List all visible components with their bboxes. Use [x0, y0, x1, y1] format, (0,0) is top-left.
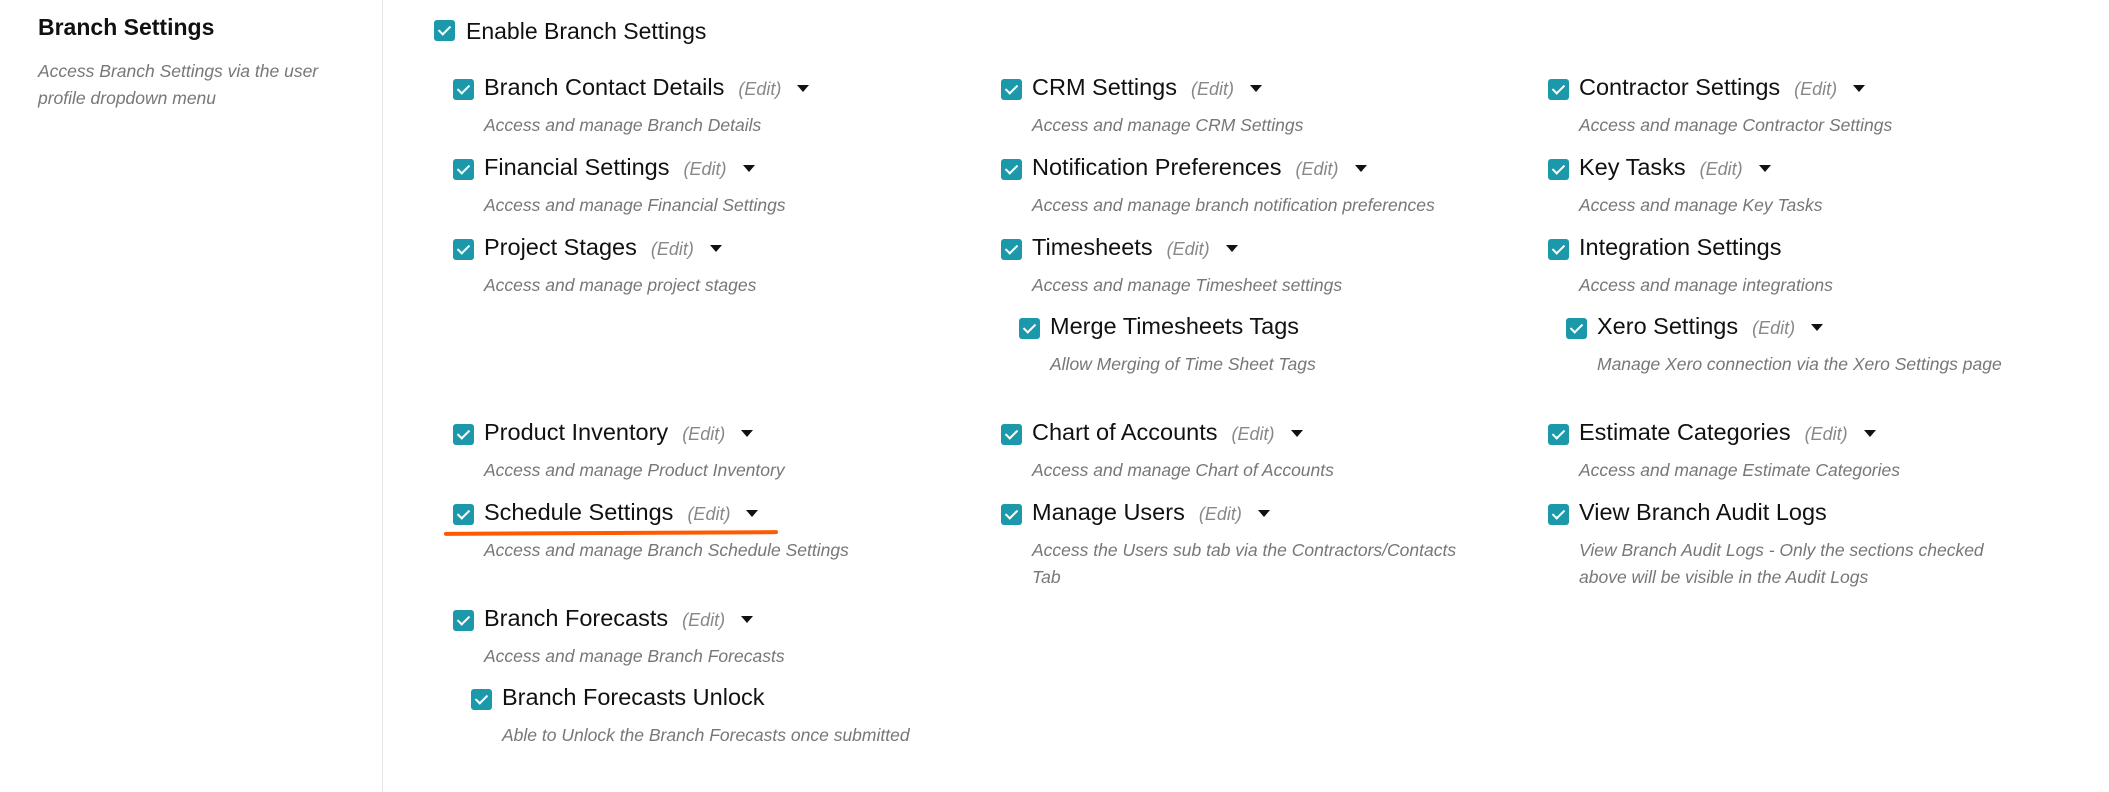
edit-link[interactable]: (Edit) — [1752, 318, 1796, 338]
permission-label: Financial Settings — [484, 154, 670, 180]
caret-down-icon[interactable] — [1257, 510, 1270, 518]
edit-link[interactable]: (Edit) — [1794, 79, 1838, 99]
permission-checkbox[interactable] — [453, 239, 474, 260]
permission-description: Allow Merging of Time Sheet Tags — [1050, 354, 1316, 374]
edit-link[interactable]: (Edit) — [1231, 424, 1275, 444]
permission-label: Chart of Accounts — [1032, 419, 1218, 445]
permission-checkbox[interactable] — [1019, 318, 1040, 339]
permission-checkbox[interactable] — [1001, 79, 1022, 100]
permission-label: Notification Preferences — [1032, 154, 1282, 180]
edit-link[interactable]: (Edit) — [1699, 159, 1743, 179]
permission-checkbox[interactable] — [1548, 79, 1569, 100]
permission-description: Access and manage Financial Settings — [484, 195, 786, 215]
edit-link[interactable]: (Edit) — [682, 610, 726, 630]
permission-description: Access and manage Branch Details — [484, 115, 762, 135]
caret-down-icon[interactable] — [741, 430, 754, 438]
permission-checkbox[interactable] — [1548, 504, 1569, 525]
caret-down-icon[interactable] — [1853, 85, 1866, 93]
permission-label: Estimate Categories — [1579, 419, 1791, 445]
caret-down-icon[interactable] — [797, 85, 810, 93]
permission-description: Access and manage Contractor Settings — [1579, 115, 1893, 135]
permission-description: Access and manage Timesheet settings — [1032, 275, 1343, 295]
permission-label: Project Stages — [484, 234, 637, 260]
caret-down-icon[interactable] — [1811, 324, 1824, 332]
permission-label: CRM Settings — [1032, 74, 1177, 100]
permission-description: Access and manage Branch Schedule Settin… — [484, 540, 849, 560]
permission-description: Access the Users sub tab via the Contrac… — [1032, 540, 1457, 587]
edit-link[interactable]: (Edit) — [1804, 424, 1848, 444]
permission-checkbox[interactable] — [1001, 424, 1022, 445]
edit-link[interactable]: (Edit) — [683, 159, 727, 179]
edit-link[interactable]: (Edit) — [1166, 239, 1210, 259]
permission-checkbox[interactable] — [453, 610, 474, 631]
permission-checkbox[interactable] — [1001, 159, 1022, 180]
caret-down-icon[interactable] — [1863, 430, 1876, 438]
permission-label: Merge Timesheets Tags — [1050, 313, 1300, 339]
section-title: Branch Settings — [38, 14, 215, 40]
permission-description: Able to Unlock the Branch Forecasts once… — [502, 725, 910, 745]
caret-down-icon[interactable] — [742, 165, 755, 173]
permission-label: Manage Users — [1032, 499, 1185, 525]
caret-down-icon[interactable] — [1354, 165, 1367, 173]
permission-checkbox[interactable] — [1548, 424, 1569, 445]
enable-branch-settings-checkbox[interactable] — [434, 20, 455, 41]
edit-link[interactable]: (Edit) — [738, 79, 782, 99]
caret-down-icon[interactable] — [1758, 165, 1771, 173]
permission-description: Access and manage branch notification pr… — [1032, 195, 1435, 215]
permission-label: Branch Forecasts Unlock — [502, 684, 765, 710]
permission-checkbox[interactable] — [1001, 504, 1022, 525]
caret-down-icon[interactable] — [741, 616, 754, 624]
caret-down-icon[interactable] — [1249, 85, 1262, 93]
permission-description: Access and manage Key Tasks — [1579, 195, 1823, 215]
permission-label: Timesheets — [1032, 234, 1153, 260]
permission-checkbox[interactable] — [471, 689, 492, 710]
permission-checkbox[interactable] — [1548, 239, 1569, 260]
permission-description: View Branch Audit Logs - Only the sectio… — [1579, 540, 1984, 587]
permission-label: Xero Settings — [1597, 313, 1739, 339]
permission-checkbox[interactable] — [1001, 239, 1022, 260]
permission-label: Contractor Settings — [1579, 74, 1781, 100]
permission-checkbox[interactable] — [1566, 318, 1587, 339]
permission-checkbox[interactable] — [453, 159, 474, 180]
permission-description: Access and manage project stages — [484, 275, 757, 295]
caret-down-icon[interactable] — [746, 510, 759, 518]
permission-label: Branch Forecasts — [484, 605, 669, 631]
section-description: Access Branch Settings via the user prof… — [38, 61, 319, 108]
caret-down-icon[interactable] — [709, 245, 722, 253]
edit-link[interactable]: (Edit) — [650, 239, 694, 259]
permission-checkbox[interactable] — [1548, 159, 1569, 180]
permission-label: Integration Settings — [1579, 234, 1782, 260]
permission-label: Branch Contact Details — [484, 74, 725, 100]
permission-label: Key Tasks — [1579, 154, 1686, 180]
edit-link[interactable]: (Edit) — [1198, 504, 1242, 524]
permission-description: Access and manage Product Inventory — [484, 460, 785, 480]
permission-description: Access and manage CRM Settings — [1032, 115, 1304, 135]
caret-down-icon[interactable] — [1290, 430, 1303, 438]
permission-description: Access and manage Estimate Categories — [1579, 460, 1900, 480]
permission-description: Manage Xero connection via the Xero Sett… — [1597, 354, 2002, 374]
enable-branch-settings-label: Enable Branch Settings — [466, 18, 707, 44]
permission-description: Access and manage Chart of Accounts — [1032, 460, 1334, 480]
edit-link[interactable]: (Edit) — [1295, 159, 1339, 179]
permission-checkbox[interactable] — [453, 424, 474, 445]
edit-link[interactable]: (Edit) — [1190, 79, 1234, 99]
sidebar: Branch Settings Access Branch Settings v… — [0, 0, 383, 792]
permission-checkbox[interactable] — [453, 504, 474, 525]
caret-down-icon[interactable] — [1225, 245, 1238, 253]
permission-description: Access and manage integrations — [1579, 275, 1833, 295]
permission-label: Schedule Settings — [484, 499, 674, 525]
permission-label: Product Inventory — [484, 419, 669, 445]
permission-description: Access and manage Branch Forecasts — [484, 646, 785, 666]
permission-label: View Branch Audit Logs — [1579, 499, 1827, 525]
edit-link[interactable]: (Edit) — [682, 424, 726, 444]
edit-link[interactable]: (Edit) — [687, 504, 731, 524]
permission-checkbox[interactable] — [453, 79, 474, 100]
highlight-underline — [443, 530, 779, 536]
